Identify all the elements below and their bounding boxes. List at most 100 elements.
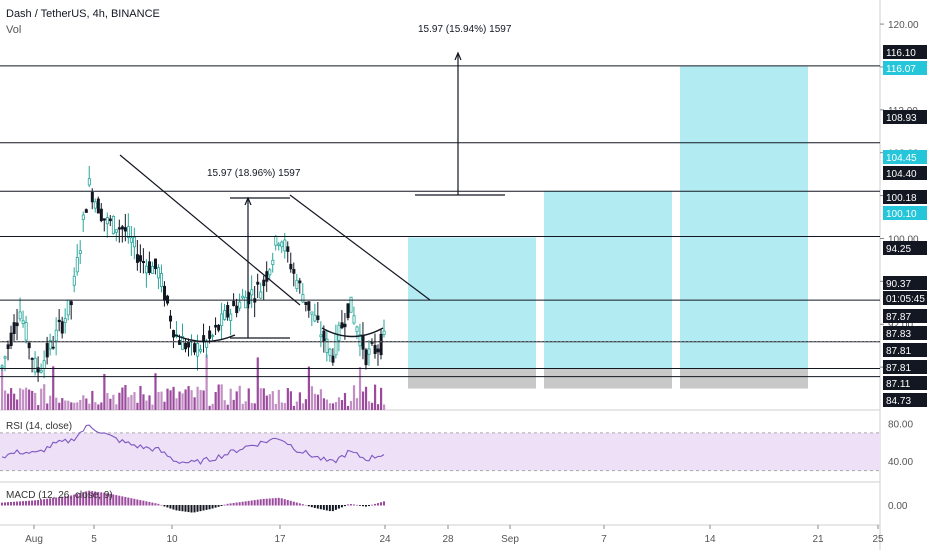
volume-bar xyxy=(346,405,350,410)
macd-bar xyxy=(268,498,271,506)
volume-bar xyxy=(94,402,97,410)
candle-body xyxy=(286,246,290,252)
volume-bar xyxy=(1,368,4,410)
volume-bar xyxy=(55,397,58,410)
macd-bar xyxy=(283,499,286,506)
macd-bar xyxy=(328,505,331,512)
volume-bar xyxy=(367,401,371,410)
macd-bar xyxy=(13,501,16,506)
price-badge xyxy=(883,206,927,220)
macd-bar xyxy=(4,502,7,506)
price-badge xyxy=(883,376,927,390)
candle-body xyxy=(172,330,176,338)
price-badge-label: 87.81 xyxy=(886,363,911,374)
candle-body xyxy=(141,260,145,264)
volume-bar xyxy=(91,390,94,410)
volume-bar xyxy=(238,385,241,410)
macd-bar xyxy=(16,501,19,506)
candle-body xyxy=(277,243,281,246)
candle-body xyxy=(250,289,254,296)
volume-bar xyxy=(178,391,181,410)
macd-bar xyxy=(187,505,190,513)
volume-bar xyxy=(103,373,106,410)
candle-body xyxy=(319,334,323,338)
macd-bar xyxy=(109,493,112,506)
candle-body xyxy=(328,348,332,356)
volume-bar xyxy=(79,399,82,410)
candle-body xyxy=(78,250,82,254)
price-badge-label: 87.81 xyxy=(886,346,911,357)
volume-bar xyxy=(286,388,289,410)
macd-bar xyxy=(199,505,202,512)
price-badge xyxy=(883,276,927,290)
candle-body xyxy=(178,340,182,345)
macd-bar xyxy=(163,505,166,507)
volume-bar xyxy=(61,398,64,410)
macd-bar xyxy=(19,501,22,506)
macd-bar xyxy=(265,498,268,506)
candle-body xyxy=(150,266,154,274)
candle-body xyxy=(69,301,73,306)
volume-bar xyxy=(97,404,100,410)
macd-bar xyxy=(55,497,58,506)
candle-body xyxy=(271,259,275,265)
candle-body xyxy=(87,178,91,186)
volume-bar xyxy=(193,397,196,410)
macd-bar xyxy=(37,500,40,506)
candle-body xyxy=(223,310,227,320)
price-badge-label: 87.83 xyxy=(886,329,911,340)
candle-body xyxy=(84,209,88,213)
candle-body xyxy=(211,335,215,337)
time-tick-label: 10 xyxy=(166,534,178,545)
volume-bar xyxy=(136,402,139,410)
price-badge xyxy=(883,61,927,75)
volume-bar xyxy=(28,389,31,410)
macd-bar xyxy=(322,505,325,510)
candle-body xyxy=(244,296,248,309)
candle-body xyxy=(325,338,329,353)
macd-bar xyxy=(319,505,322,510)
volume-bar xyxy=(124,385,127,410)
volume-bar xyxy=(337,397,341,410)
volume-label: Vol xyxy=(6,24,22,36)
candle-body xyxy=(147,261,151,273)
macd-bar xyxy=(271,498,274,506)
price-badge-label: 108.93 xyxy=(886,113,917,124)
volume-bar xyxy=(298,392,301,410)
macd-bar xyxy=(292,501,295,506)
volume-bar xyxy=(217,384,220,410)
volume-bar xyxy=(181,393,184,410)
candle-body xyxy=(196,343,200,357)
macd-bar xyxy=(241,501,244,506)
macd-bar xyxy=(304,504,307,506)
candle-body xyxy=(301,294,305,303)
candle-body xyxy=(358,333,362,347)
volume-bar xyxy=(280,402,283,410)
volume-bar xyxy=(100,402,103,410)
macd-bar xyxy=(103,492,106,506)
volume-bar xyxy=(22,389,25,410)
price-badge xyxy=(883,343,927,357)
candle-body xyxy=(75,257,79,273)
macd-bar xyxy=(229,503,232,506)
candle-body xyxy=(0,365,4,368)
time-tick-label: 17 xyxy=(274,534,286,545)
macd-bar xyxy=(172,505,175,510)
macd-bar xyxy=(235,502,238,506)
price-badge-label: 104.40 xyxy=(886,169,917,180)
candle-body xyxy=(169,315,173,322)
macd-bar xyxy=(214,505,217,508)
macd-bar xyxy=(238,502,241,506)
volume-bar xyxy=(70,402,73,410)
arrow-heads xyxy=(244,51,462,206)
price-badge xyxy=(883,326,927,340)
volume-bar xyxy=(16,399,19,410)
price-badge-label: 87.87 xyxy=(886,312,911,323)
candle-body xyxy=(214,324,218,328)
volume-bar xyxy=(211,403,214,410)
volume-bar xyxy=(196,386,199,410)
candle-body xyxy=(340,322,344,329)
volume-bar xyxy=(25,387,28,410)
